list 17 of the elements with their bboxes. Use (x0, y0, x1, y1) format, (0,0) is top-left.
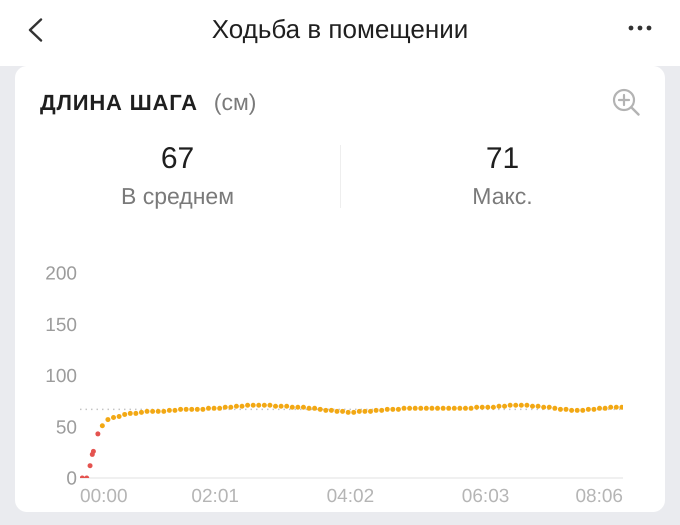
x-tick-label: 02:01 (191, 486, 239, 507)
text: Макс. (472, 183, 533, 209)
text: 67 (160, 142, 194, 175)
x-tick-label: 06:03 (462, 486, 510, 507)
x-tick-label: 04:02 (326, 486, 374, 507)
text: 71 (486, 142, 520, 175)
chart-title: ДЛИНА ШАГА (40, 90, 198, 115)
x-tick-label: 00:00 (80, 486, 128, 507)
y-tick-label: 50 (56, 417, 77, 438)
x-tick-label: 08:06 (575, 486, 623, 507)
text: Ходьба в помещении (212, 14, 468, 44)
text: В среднем (120, 183, 234, 209)
y-tick-label: 200 (45, 264, 77, 285)
y-tick-label: 100 (45, 366, 77, 388)
y-tick-label: 0 (66, 468, 77, 490)
y-tick-label: 150 (45, 314, 77, 336)
chart-subtitle: (см) (214, 89, 256, 115)
